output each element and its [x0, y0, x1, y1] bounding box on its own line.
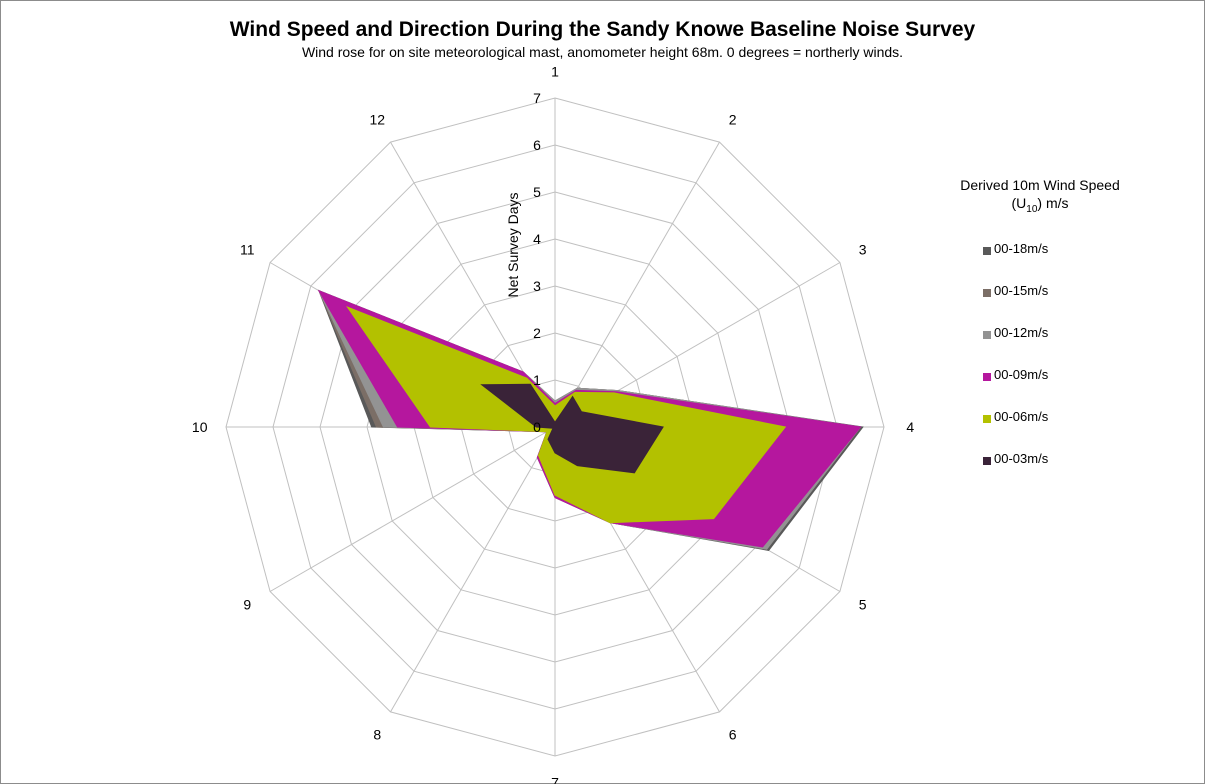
radial-tick-label: 1 — [533, 372, 541, 388]
category-label-1: 1 — [551, 64, 559, 80]
category-label-10: 10 — [192, 419, 208, 435]
legend-item: 00-06m/s — [960, 409, 1160, 451]
legend-swatch — [983, 372, 991, 381]
radial-tick-label: 5 — [533, 184, 541, 200]
legend-title-sub: 10 — [1026, 203, 1038, 215]
legend: Derived 10m Wind Speed (U10) m/s 00-18m/… — [960, 176, 1160, 493]
legend-label: 00-12m/s — [994, 324, 1049, 340]
category-label-4: 4 — [906, 419, 914, 435]
series-area-00-03m/s — [480, 383, 664, 474]
legend-swatch — [983, 330, 991, 339]
category-label-12: 12 — [370, 111, 386, 127]
legend-label: 00-15m/s — [994, 282, 1049, 298]
category-label-11: 11 — [240, 241, 255, 257]
legend-item: 00-09m/s — [960, 367, 1160, 409]
legend-item: 00-15m/s — [960, 283, 1160, 325]
radial-axis-title: Net Survey Days — [505, 192, 521, 297]
grid-spoke-9 — [269, 426, 556, 592]
legend-swatch — [983, 414, 991, 423]
radial-tick-label: 2 — [533, 325, 541, 341]
category-label-5: 5 — [859, 597, 867, 613]
category-label-8: 8 — [373, 727, 381, 743]
legend-title-prefix: Derived 10m Wind Speed (U — [960, 177, 1120, 211]
legend-swatch — [983, 246, 991, 255]
legend-label: 00-06m/s — [994, 408, 1049, 424]
legend-swatch — [983, 456, 991, 465]
legend-item: 00-18m/s — [960, 241, 1160, 283]
radial-tick-label: 7 — [533, 90, 541, 106]
category-label-7: 7 — [551, 774, 559, 784]
legend-items: 00-18m/s 00-15m/s 00-12m/s 00-09m/s 00-06m/s… — [960, 241, 1160, 493]
legend-item: 00-12m/s — [960, 325, 1160, 367]
radial-tick-label: 4 — [533, 231, 541, 247]
legend-item: 00-03m/s — [960, 451, 1160, 493]
grid-spoke-8 — [390, 426, 556, 713]
category-label-2: 2 — [729, 111, 737, 127]
chart-subtitle: Wind rose for on site meteorological mas… — [301, 44, 904, 60]
legend-title: Derived 10m Wind Speed (U10) m/s — [960, 176, 1120, 219]
radial-tick-label: 0 — [533, 419, 541, 435]
category-label-9: 9 — [243, 597, 251, 613]
radial-tick-label: 3 — [533, 278, 541, 294]
grid-spoke-2 — [554, 141, 720, 428]
radial-tick-layer: 0 1 2 3 4 5 6 7 — [533, 90, 541, 435]
legend-label: 00-18m/s — [994, 240, 1049, 256]
legend-swatch — [983, 288, 991, 297]
legend-title-suffix: ) m/s — [1037, 195, 1069, 211]
legend-label: 00-09m/s — [994, 366, 1049, 382]
series-layer — [317, 289, 864, 551]
chart-title: Wind Speed and Direction During the Sand… — [229, 18, 976, 41]
radial-tick-label: 6 — [533, 137, 541, 153]
category-label-6: 6 — [729, 727, 737, 743]
category-label-3: 3 — [859, 241, 867, 257]
legend-label: 00-03m/s — [994, 450, 1049, 466]
